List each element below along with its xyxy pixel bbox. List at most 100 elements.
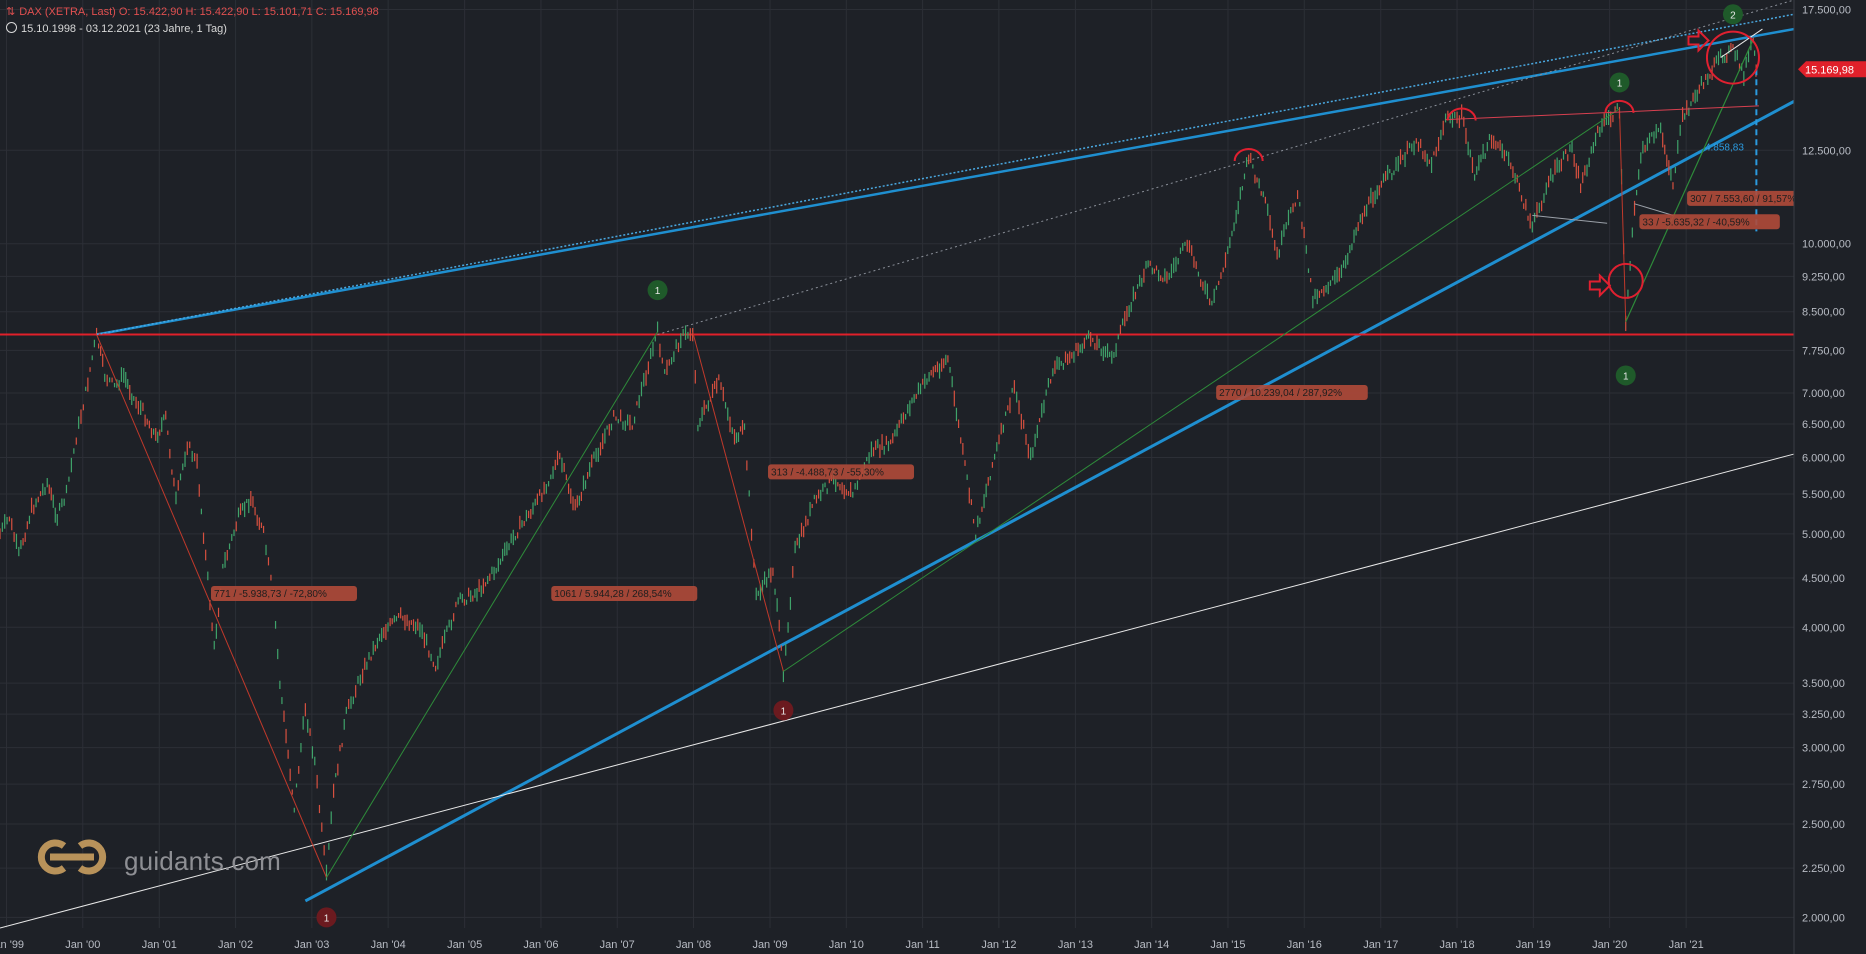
- y-tick-label: 6.000,00: [1802, 453, 1845, 465]
- x-tick-label: Jan '06: [523, 939, 558, 951]
- x-tick-label: Jan '18: [1439, 939, 1474, 951]
- trend-line-long-term: [0, 453, 1795, 929]
- logo-text: guidants.com: [124, 846, 282, 876]
- y-tick-label: 2.750,00: [1802, 779, 1845, 791]
- y-tick-label: 4.500,00: [1802, 573, 1845, 585]
- measure-line-6: [1625, 39, 1754, 322]
- x-tick-label: Jan '20: [1592, 939, 1627, 951]
- arrow-icon: [1588, 273, 1612, 298]
- last-price-badge: 15.169,98: [1798, 61, 1866, 78]
- annotation-box: [1687, 190, 1822, 206]
- y-tick-label: 8.500,00: [1802, 307, 1845, 319]
- y-tick-label: 5.000,00: [1802, 529, 1845, 541]
- annotation-box: [768, 464, 915, 480]
- short-white-line: [1720, 28, 1763, 58]
- pivot-marker-label: 1: [324, 913, 330, 924]
- red-flat-line: [1445, 105, 1759, 121]
- measure-value-label: 4.858,83: [1705, 142, 1744, 153]
- x-tick-label: Jan '19: [1516, 939, 1551, 951]
- x-tick-label: Jan '15: [1210, 939, 1245, 951]
- pivot-marker-label: 1: [655, 286, 661, 297]
- price-axis-panel: [1794, 0, 1866, 954]
- y-tick-label: 5.500,00: [1802, 489, 1845, 501]
- x-tick-label: Jan '11: [905, 939, 939, 951]
- x-tick-label: Jan '08: [676, 939, 711, 951]
- x-tick-label: Jan '12: [981, 939, 1016, 951]
- pivot-marker: [773, 700, 794, 721]
- x-tick-label: Jan '99: [0, 939, 24, 951]
- x-tick-label: Jan '14: [1134, 939, 1169, 951]
- symbol-line: DAX (XETRA, Last) O: 15.422,90 H: 15.422…: [19, 6, 379, 18]
- top-arc: [1446, 107, 1477, 121]
- arrow-icon: [1687, 28, 1710, 53]
- pivot-marker-label: 1: [1617, 78, 1623, 89]
- x-tick-label: Jan '05: [447, 939, 482, 951]
- annotation-label: 771 / -5.938,73 / -72,80%: [214, 589, 327, 600]
- x-axis[interactable]: Jan '99 Jan '00 Jan '01 Jan '02 Jan '03 Jan '…: [0, 939, 1704, 951]
- period-line: 15.10.1998 - 03.12.2021 (23 Jahre, 1 Tag…: [21, 23, 227, 35]
- pivot-marker: [647, 280, 668, 301]
- drawing-shapes: [96, 28, 1763, 878]
- x-tick-label: Jan '21: [1669, 939, 1704, 951]
- y-tick-label: 17.500,00: [1802, 4, 1851, 16]
- pivot-marker: [1615, 365, 1636, 386]
- period-header: 15.10.1998 - 03.12.2021 (23 Jahre, 1 Tag…: [6, 21, 227, 35]
- pivot-markers: 1 1 1 1 1 2: [316, 4, 1743, 928]
- x-tick-label: Jan '04: [371, 939, 406, 951]
- highlight-circle: [1705, 30, 1760, 85]
- symbol-header: ⇅ DAX (XETRA, Last) O: 15.422,90 H: 15.42…: [6, 5, 379, 18]
- y-tick-label: 2.500,00: [1802, 819, 1845, 831]
- x-tick-label: Jan '16: [1287, 939, 1322, 951]
- annotation-box: [551, 585, 698, 601]
- y-tick-label: 2.000,00: [1802, 912, 1845, 924]
- measure-line-3: [692, 331, 784, 672]
- y-tick-label: 7.750,00: [1802, 345, 1845, 357]
- y-axis[interactable]: 17.500,00 12.500,00 10.000,00 9.250,00 8.500…: [1802, 4, 1851, 924]
- x-tick-label: Jan '17: [1363, 939, 1398, 951]
- annotation-label: 307 / 7.553,60 / 91,57%: [1690, 194, 1796, 205]
- top-arc: [1233, 148, 1264, 162]
- highlight-circle: [1607, 262, 1644, 299]
- pivot-marker-label: 1: [781, 706, 787, 717]
- top-arc: [1604, 99, 1635, 113]
- y-tick-label: 2.250,00: [1802, 863, 1845, 875]
- x-tick-label: Jan '10: [829, 939, 864, 951]
- x-tick-label: Jan '01: [142, 939, 177, 951]
- pivot-marker: [316, 907, 337, 928]
- annotation-label: 313 / -4.488,73 / -55,30%: [771, 467, 884, 478]
- grey-line-2: [1634, 203, 1674, 216]
- x-tick-label: Jan '03: [294, 939, 329, 951]
- measure-line-4: [783, 108, 1620, 672]
- y-tick-label: 10.000,00: [1802, 239, 1851, 251]
- trend-lines: [0, 0, 1795, 929]
- x-tick-label: Jan '07: [600, 939, 635, 951]
- clock-icon[interactable]: [6, 22, 17, 33]
- y-tick-label: 12.500,00: [1802, 145, 1851, 157]
- grey-line-1: [1532, 214, 1608, 224]
- price-series: [0, 37, 1757, 881]
- x-tick-label: Jan '13: [1058, 939, 1093, 951]
- trend-line-upper-channel: [96, 27, 1795, 336]
- measure-line-2: [326, 331, 658, 878]
- annotation-label: 33 / -5.635,32 / -40,59%: [1642, 217, 1749, 228]
- trend-line-lower-channel: [304, 100, 1795, 903]
- y-tick-label: 6.500,00: [1802, 419, 1845, 431]
- pivot-marker: [1722, 4, 1743, 25]
- pivot-marker-label: 1: [1623, 371, 1629, 382]
- annotation-box: [1216, 385, 1368, 401]
- measure-line-5: [1618, 108, 1627, 322]
- y-tick-label: 7.000,00: [1802, 388, 1845, 400]
- y-tick-label: 3.500,00: [1802, 678, 1845, 690]
- annotation-box: [1639, 214, 1780, 230]
- measure-line-1: [96, 334, 327, 878]
- last-price-badge-shape: [1798, 61, 1866, 78]
- last-price-label: 15.169,98: [1805, 64, 1854, 76]
- grid: [0, 0, 1794, 928]
- pivot-marker-label: 2: [1730, 10, 1736, 21]
- chart-type-icon[interactable]: ⇅: [6, 6, 16, 18]
- y-tick-label: 3.000,00: [1802, 743, 1845, 755]
- annotation-box: [210, 585, 357, 601]
- x-tick-label: Jan '00: [65, 939, 100, 951]
